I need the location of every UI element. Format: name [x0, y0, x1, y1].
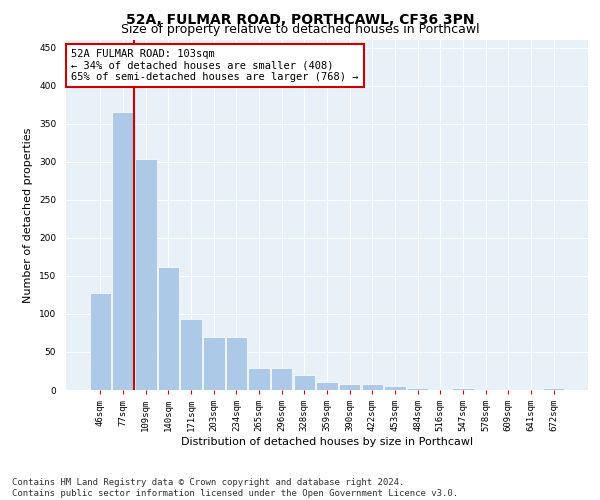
Bar	[407, 388, 428, 390]
Bar	[316, 382, 338, 390]
Bar	[271, 368, 292, 390]
Text: Contains HM Land Registry data © Crown copyright and database right 2024.
Contai: Contains HM Land Registry data © Crown c…	[12, 478, 458, 498]
Bar	[339, 384, 361, 390]
Bar	[90, 294, 111, 390]
Bar	[362, 384, 383, 390]
Bar	[384, 386, 406, 390]
Bar	[543, 388, 564, 390]
Bar	[203, 336, 224, 390]
Bar	[248, 368, 270, 390]
X-axis label: Distribution of detached houses by size in Porthcawl: Distribution of detached houses by size …	[181, 437, 473, 447]
Bar	[135, 160, 157, 390]
Bar	[452, 388, 473, 390]
Y-axis label: Number of detached properties: Number of detached properties	[23, 128, 34, 302]
Text: Size of property relative to detached houses in Porthcawl: Size of property relative to detached ho…	[121, 22, 479, 36]
Text: 52A FULMAR ROAD: 103sqm
← 34% of detached houses are smaller (408)
65% of semi-d: 52A FULMAR ROAD: 103sqm ← 34% of detache…	[71, 49, 359, 82]
Bar	[293, 375, 315, 390]
Bar	[112, 112, 134, 390]
Bar	[181, 319, 202, 390]
Bar	[158, 266, 179, 390]
Bar	[226, 336, 247, 390]
Text: 52A, FULMAR ROAD, PORTHCAWL, CF36 3PN: 52A, FULMAR ROAD, PORTHCAWL, CF36 3PN	[126, 12, 474, 26]
